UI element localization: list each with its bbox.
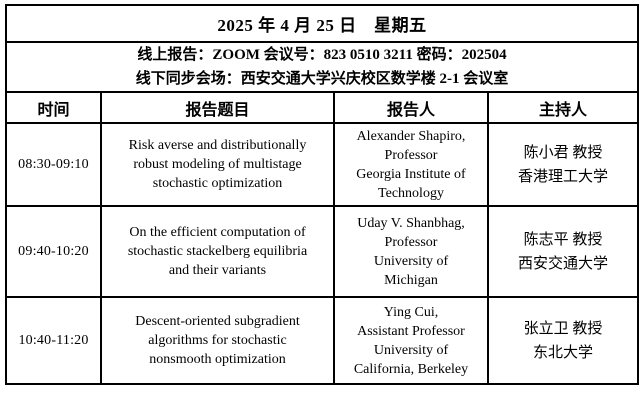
- date-header: 2025 年 4 月 25 日 星期五: [5, 4, 639, 43]
- talk-title-cell: Descent-oriented subgradient algorithms …: [100, 296, 335, 385]
- time-cell: 10:40-11:20: [5, 296, 102, 385]
- talk-title: Risk averse and distributionally robust …: [128, 138, 307, 191]
- col-header-speaker: 报告人: [333, 91, 489, 124]
- online-meeting-info: 线上报告：ZOOM 会议号：823 0510 3211 密码：202504: [137, 47, 507, 63]
- talk-title-cell: Risk averse and distributionally robust …: [100, 122, 335, 207]
- speaker-cell: Alexander Shapiro, Professor Georgia Ins…: [333, 122, 489, 207]
- speaker-cell: Ying Cui, Assistant Professor University…: [333, 296, 489, 385]
- chair-info: 陈志平 教授 西安交通大学: [517, 231, 608, 272]
- table-row: 09:40-10:20 On the efficient computation…: [5, 205, 639, 298]
- table-row: 10:40-11:20 Descent-oriented subgradient…: [5, 296, 639, 385]
- talk-title: On the efficient computation of stochast…: [127, 225, 308, 278]
- col-header-time: 时间: [5, 91, 102, 124]
- speaker-info: Alexander Shapiro, Professor Georgia Ins…: [356, 128, 466, 201]
- speaker-info: Ying Cui, Assistant Professor University…: [353, 304, 469, 377]
- chair-cell: 张立卫 教授 东北大学: [487, 296, 639, 385]
- time-cell: 09:40-10:20: [5, 205, 102, 298]
- talk-title: Descent-oriented subgradient algorithms …: [135, 314, 300, 367]
- meeting-info: 线上报告：ZOOM 会议号：823 0510 3211 密码：202504 线下…: [5, 41, 639, 93]
- talk-title-cell: On the efficient computation of stochast…: [100, 205, 335, 298]
- date-row: 2025 年 4 月 25 日 星期五: [5, 4, 639, 43]
- col-header-chair: 主持人: [487, 91, 639, 124]
- time-cell: 08:30-09:10: [5, 122, 102, 207]
- chair-cell: 陈志平 教授 西安交通大学: [487, 205, 639, 298]
- speaker-cell: Uday V. Shanbhag, Professor University o…: [333, 205, 489, 298]
- column-header-row: 时间 报告题目 报告人 主持人: [5, 91, 639, 124]
- speaker-info: Uday V. Shanbhag, Professor University o…: [357, 215, 465, 288]
- table-row: 08:30-09:10 Risk averse and distribution…: [5, 122, 639, 207]
- chair-cell: 陈小君 教授 香港理工大学: [487, 122, 639, 207]
- schedule-table: 2025 年 4 月 25 日 星期五 线上报告：ZOOM 会议号：823 05…: [5, 4, 639, 385]
- chair-info: 张立卫 教授 东北大学: [523, 320, 603, 361]
- offline-venue-info: 线下同步会场：西安交通大学兴庆校区数学楼 2-1 会议室: [135, 71, 509, 87]
- col-header-title: 报告题目: [100, 91, 335, 124]
- meeting-info-row: 线上报告：ZOOM 会议号：823 0510 3211 密码：202504 线下…: [5, 41, 639, 93]
- chair-info: 陈小君 教授 香港理工大学: [517, 144, 608, 185]
